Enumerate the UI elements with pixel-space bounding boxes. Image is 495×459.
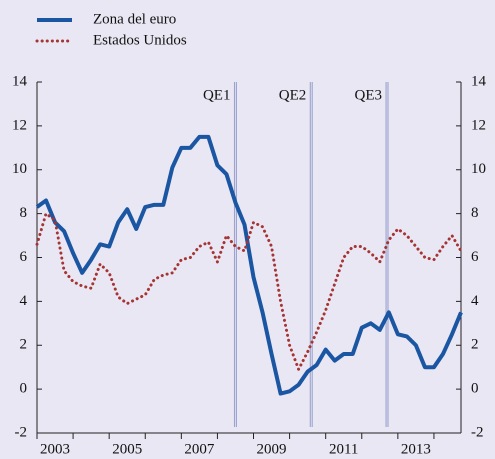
y-tick-label: 10 (12, 161, 27, 177)
x-tick-label: 2013 (401, 441, 431, 457)
y-tick-label: 2 (20, 337, 28, 353)
y2-tick-label: 6 (471, 249, 479, 265)
y-tick-label: 0 (20, 381, 28, 397)
y2-tick-label: 8 (471, 205, 479, 221)
series-line (35, 212, 463, 371)
x-tick-label: 2003 (40, 441, 70, 457)
legend-label: Zona del euro (93, 11, 176, 27)
y2-tick-label: -2 (471, 424, 484, 440)
series-line (35, 134, 463, 396)
annotation: QE2 (279, 87, 307, 103)
y2-tick-label: 2 (471, 337, 479, 353)
y-tick-label: 14 (12, 73, 28, 89)
y2-tick-label: 10 (471, 161, 486, 177)
y-tick-label: 6 (20, 249, 28, 265)
annotation: QE3 (355, 87, 383, 103)
x-tick-label: 2007 (184, 441, 215, 457)
x-tick-label: 2005 (112, 441, 142, 457)
y-tick-label: 4 (20, 293, 28, 309)
legend-label: Estados Unidos (93, 32, 187, 48)
y2-tick-label: 4 (471, 293, 479, 309)
y-tick-label: 8 (20, 205, 28, 221)
y-tick-label: -2 (15, 424, 28, 440)
y-tick-label: 12 (12, 117, 27, 133)
y2-tick-label: 0 (471, 381, 479, 397)
annotation: QE1 (203, 87, 231, 103)
x-tick-label: 2009 (257, 441, 287, 457)
x-tick-label: 2011 (329, 441, 358, 457)
y2-tick-label: 12 (471, 117, 486, 133)
y2-tick-label: 14 (471, 73, 487, 89)
